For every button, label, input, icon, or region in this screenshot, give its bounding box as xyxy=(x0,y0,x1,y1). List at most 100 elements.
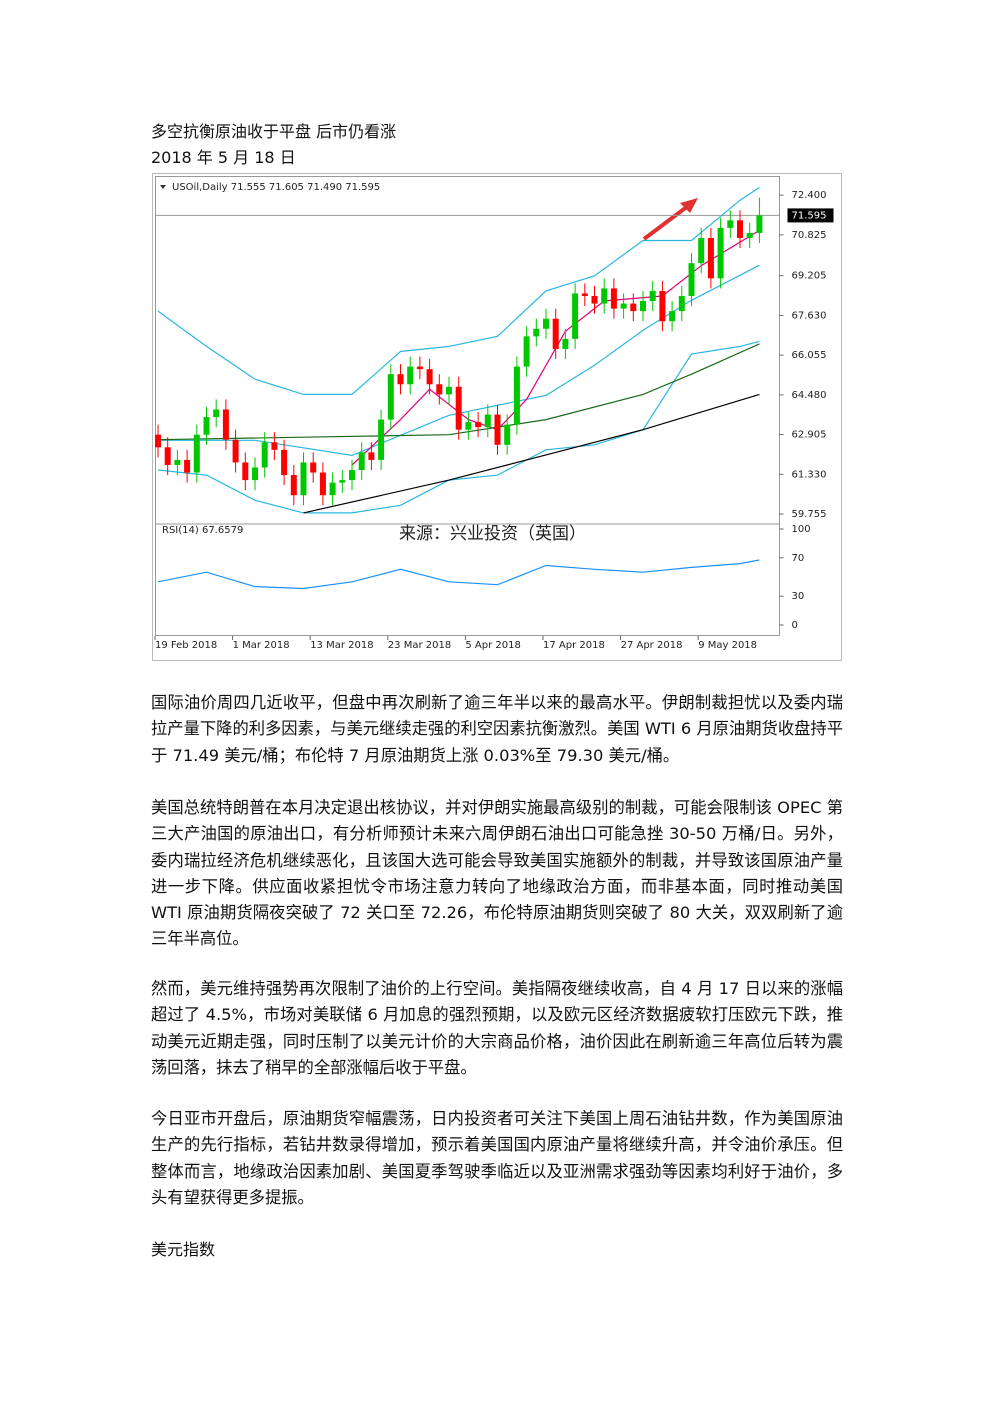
last-price-label: 71.595 xyxy=(792,210,827,221)
candle-body xyxy=(504,424,511,445)
y-tick-label: 72.400 xyxy=(792,190,827,201)
candle-body xyxy=(513,366,520,425)
x-tick-label: 1 Mar 2018 xyxy=(233,640,290,651)
candle-body xyxy=(707,237,714,279)
candle-body xyxy=(290,475,297,496)
x-tick-label: 17 Apr 2018 xyxy=(543,640,605,651)
rsi-line xyxy=(157,559,760,590)
indicator-line xyxy=(157,186,760,395)
candle-body xyxy=(261,442,268,468)
candle-body xyxy=(737,220,743,238)
paragraph: 今日亚市开盘后，原油期货窄幅震荡，日内投资者可关注下美国上周石油钻井数，作为美国… xyxy=(151,1109,843,1207)
candle-body xyxy=(378,419,385,460)
y-tick-label: 61.330 xyxy=(792,469,827,480)
candle-body xyxy=(455,386,462,430)
candle-body xyxy=(591,295,598,304)
candle-body xyxy=(678,295,685,312)
candle-body xyxy=(164,447,171,465)
candle-body xyxy=(184,459,191,473)
candle-body xyxy=(397,374,404,385)
candle-body xyxy=(426,369,433,385)
x-tick-label: 27 Apr 2018 xyxy=(621,640,683,651)
paragraph: 美国总统特朗普在本月决定退出核协议，并对伊朗实施最高级别的制裁，可能会限制该 O… xyxy=(151,798,843,949)
source: 来源：兴业投资（英国） xyxy=(399,524,586,544)
x-tick-label: 9 May 2018 xyxy=(698,640,757,651)
candle-body xyxy=(232,439,239,463)
rsi-tick-label: 100 xyxy=(792,524,811,535)
title: 多空抗衡原油收于平盘 后市仍看涨 xyxy=(151,122,397,141)
candle-body xyxy=(349,470,355,481)
indicator-line xyxy=(157,340,760,514)
candle-body xyxy=(640,301,646,312)
last-price-box xyxy=(787,208,834,223)
candle-body xyxy=(727,220,734,228)
candle-body xyxy=(358,452,365,471)
candle-body xyxy=(213,409,220,418)
candle-body xyxy=(155,434,161,448)
candle-body xyxy=(368,452,375,460)
candle-body xyxy=(523,336,530,367)
symbol-label: USOil,Daily 71.555 71.605 71.490 71.595 xyxy=(172,182,380,193)
y-tick-label: 66.055 xyxy=(792,350,827,361)
candle-body xyxy=(475,422,482,428)
rsi-tick-label: 30 xyxy=(792,591,805,602)
candle-body xyxy=(300,462,307,496)
y-tick-label: 64.480 xyxy=(792,390,827,401)
candle-body xyxy=(484,414,491,428)
candle-body xyxy=(543,318,549,329)
section-heading: 美元指数 xyxy=(151,1240,216,1259)
y-tick-label: 69.205 xyxy=(792,271,827,282)
y-tick-label: 70.825 xyxy=(792,230,827,241)
rsi-tick-label: 70 xyxy=(792,553,805,564)
indicator-line xyxy=(158,264,760,457)
candle-body xyxy=(572,293,579,339)
candle-body xyxy=(494,414,501,445)
candle-body xyxy=(416,366,423,370)
x-tick-label: 13 Mar 2018 xyxy=(310,640,373,651)
x-tick-label: 5 Apr 2018 xyxy=(465,640,520,651)
plot-frame xyxy=(155,176,780,636)
candle-body xyxy=(193,434,200,473)
date: 2018 年 5 月 18 日 xyxy=(151,148,296,167)
candle-body xyxy=(203,417,210,435)
candle-body xyxy=(174,459,181,465)
x-tick-label: 19 Feb 2018 xyxy=(155,640,217,651)
candle-body xyxy=(271,442,278,450)
candle-body xyxy=(465,422,472,430)
candle-body xyxy=(222,409,229,440)
candle-body xyxy=(310,462,317,473)
chart: USOil,Daily 71.555 71.605 71.490 71.595 … xyxy=(152,173,842,661)
x-tick-label: 23 Mar 2018 xyxy=(388,640,451,651)
arrow-head xyxy=(680,198,698,213)
candle-body xyxy=(552,318,559,349)
rsi-tick-label: 0 xyxy=(792,620,798,631)
candle-body xyxy=(659,290,666,322)
candle-body xyxy=(756,215,763,233)
candle-body xyxy=(717,227,724,279)
candle-body xyxy=(649,290,656,302)
arrow-shaft xyxy=(642,201,694,241)
candle-body xyxy=(601,288,608,304)
paragraph: 然而，美元维持强势再次限制了油价的上行空间。美指隔夜继续收高，自 4 月 17 … xyxy=(151,979,843,1077)
candle-body xyxy=(436,384,443,395)
candle-body xyxy=(407,366,414,385)
candle-body xyxy=(446,386,452,395)
paragraph: 国际油价周四几近收平，但盘中再次刷新了逾三年半以来的最高水平。伊朗制裁担忧以及委… xyxy=(151,693,843,765)
indicator-line xyxy=(157,343,760,441)
y-tick-label: 62.905 xyxy=(792,430,827,441)
candle-body xyxy=(329,482,336,496)
rsi-label: RSI(14) 67.6579 xyxy=(162,525,243,536)
candle-body xyxy=(698,237,705,264)
y-tick-label: 67.630 xyxy=(792,310,827,321)
candle-body xyxy=(319,472,326,496)
candle-body xyxy=(688,263,695,296)
candle-body xyxy=(610,288,617,309)
indicator-line xyxy=(303,393,760,514)
candle-body xyxy=(746,232,753,238)
y-tick-label: 59.755 xyxy=(792,509,827,520)
candle-body xyxy=(387,374,394,420)
candle-body xyxy=(630,303,637,312)
candle-body xyxy=(242,462,249,481)
candle-body xyxy=(533,328,540,337)
